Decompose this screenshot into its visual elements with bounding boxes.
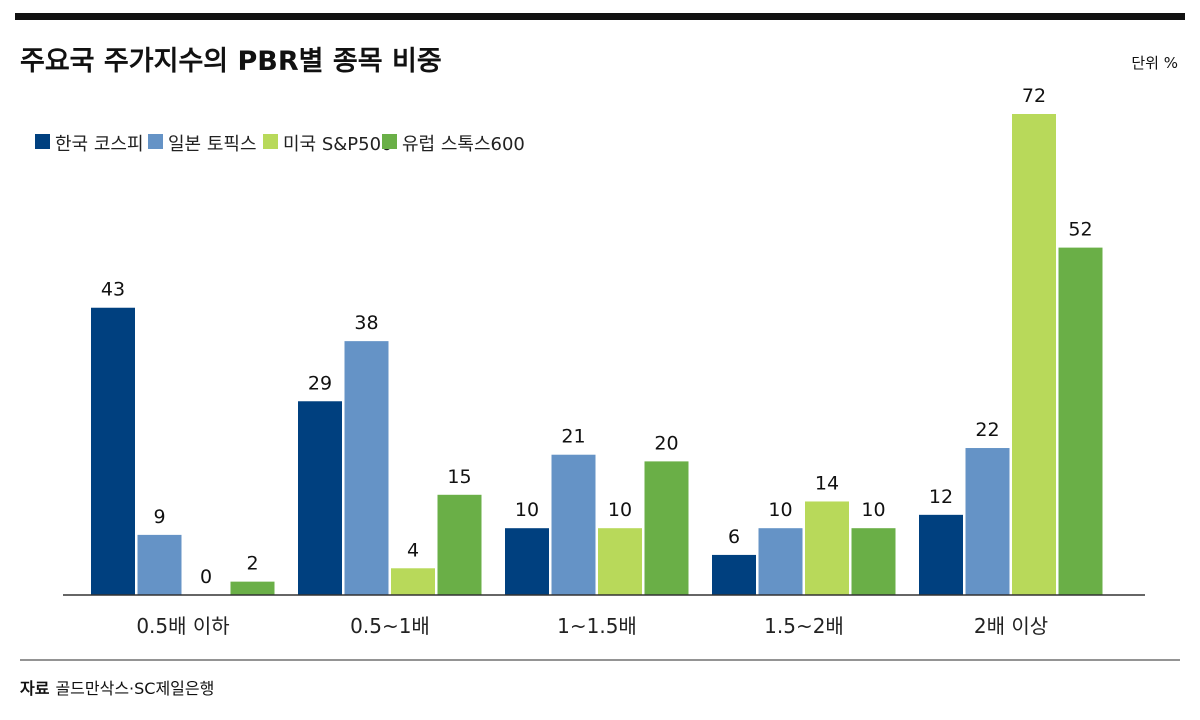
data-label: 20 [654, 432, 678, 454]
bar [919, 514, 963, 595]
data-label: 29 [308, 372, 332, 394]
bar [965, 448, 1010, 595]
bar [551, 454, 596, 595]
data-label: 21 [561, 426, 585, 448]
data-label: 12 [929, 486, 953, 508]
legend-label: 미국 S&P500 [283, 134, 393, 155]
bar [1058, 247, 1103, 595]
bar [712, 554, 756, 595]
bars: 43 9 0 2 29 38 4 15 10 21 10 20 6 10 14 10 12 22 72 52 [91, 85, 1103, 595]
chart-title: 주요국 주가지수의 PBR별 종목 비중 [20, 46, 442, 77]
bar [344, 341, 389, 595]
data-label: 0 [200, 566, 212, 588]
x-tick-labels: 0.5배 이하 0.5~1배 1~1.5배 1.5~2배 2배 이상 [136, 614, 1048, 638]
x-tick-label: 0.5~1배 [350, 614, 430, 638]
legend-swatch [263, 134, 278, 149]
x-tick-label: 1~1.5배 [557, 614, 637, 638]
bar [91, 307, 135, 595]
data-label: 2 [246, 553, 258, 575]
legend-swatch [35, 134, 50, 149]
legend-swatch [148, 134, 163, 149]
x-tick-label: 2배 이상 [974, 614, 1048, 638]
legend-label: 일본 토픽스 [168, 134, 257, 155]
source-text: 골드만삭스·SC제일은행 [55, 679, 214, 698]
data-label: 4 [407, 539, 419, 561]
bar [805, 501, 849, 595]
legend-label: 한국 코스피 [55, 134, 144, 155]
data-label: 10 [515, 499, 539, 521]
source-label: 자료 [20, 679, 50, 698]
data-label: 22 [975, 419, 999, 441]
top-rule [15, 13, 1185, 20]
bar [137, 534, 182, 595]
unit-label: 단위 % [1131, 54, 1178, 72]
data-label: 43 [101, 279, 125, 301]
data-label: 9 [153, 506, 165, 528]
data-label: 10 [608, 499, 632, 521]
bar [758, 528, 803, 595]
bar [298, 401, 342, 595]
x-tick-label: 0.5배 이하 [136, 614, 229, 638]
data-label: 72 [1022, 85, 1046, 107]
bar [391, 568, 435, 595]
data-label: 10 [768, 499, 792, 521]
source-note: 자료 골드만삭스·SC제일은행 [20, 679, 214, 698]
bar [505, 528, 549, 595]
bar [644, 461, 689, 595]
data-label: 52 [1068, 219, 1092, 241]
bar [437, 494, 482, 595]
data-label: 15 [447, 466, 471, 488]
data-label: 38 [354, 312, 378, 334]
legend-swatch [382, 134, 397, 149]
bar [598, 528, 642, 595]
legend: 한국 코스피 일본 토픽스 미국 S&P500 유럽 스톡스600 [35, 134, 525, 155]
data-label: 14 [815, 472, 839, 494]
bar [851, 528, 896, 595]
data-label: 6 [728, 526, 740, 548]
bar [1012, 114, 1056, 595]
bar [230, 581, 275, 595]
x-tick-label: 1.5~2배 [764, 614, 844, 638]
legend-label: 유럽 스톡스600 [402, 134, 525, 155]
data-label: 10 [861, 499, 885, 521]
